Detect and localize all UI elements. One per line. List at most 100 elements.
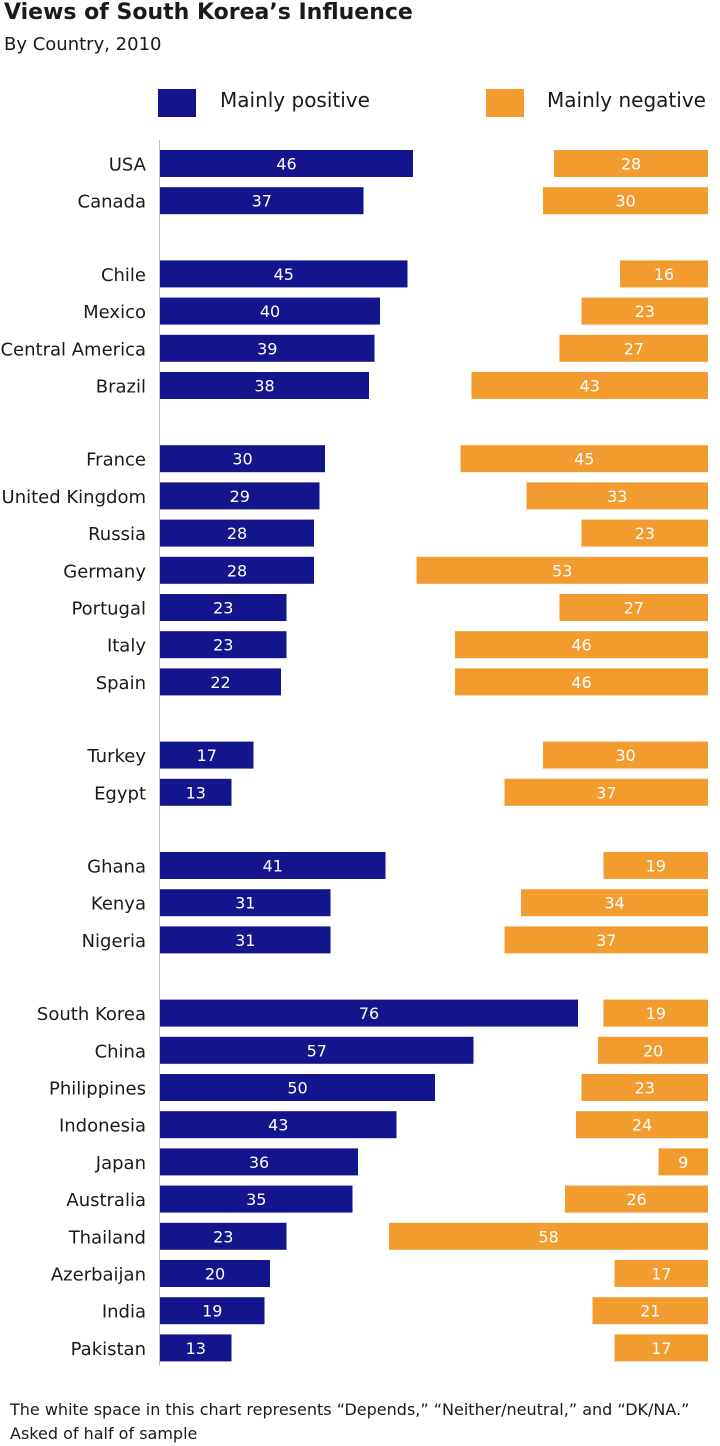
bar-positive-usa xyxy=(160,150,413,177)
bar-positive-nigeria xyxy=(160,926,331,954)
value-positive-france: 30 xyxy=(232,450,252,469)
value-negative-nigeria: 37 xyxy=(596,931,616,950)
value-positive-usa: 46 xyxy=(276,155,296,174)
value-negative-pakistan: 17 xyxy=(651,1339,671,1358)
country-label-united-kingdom: United Kingdom xyxy=(2,487,146,508)
value-positive-spain: 22 xyxy=(210,673,230,692)
bar-negative-azerbaijan xyxy=(614,1260,708,1287)
bar-negative-turkey xyxy=(543,741,708,769)
value-positive-kenya: 31 xyxy=(235,894,255,913)
value-negative-usa: 28 xyxy=(621,155,641,174)
bar-negative-brazil xyxy=(471,372,708,399)
value-positive-pakistan: 13 xyxy=(186,1339,206,1358)
bar-positive-spain xyxy=(160,668,281,696)
value-positive-indonesia: 43 xyxy=(268,1116,288,1135)
bar-negative-australia xyxy=(565,1185,708,1213)
bar-positive-japan xyxy=(160,1148,358,1176)
value-positive-nigeria: 31 xyxy=(235,931,255,950)
bar-negative-philippines xyxy=(581,1074,708,1101)
country-label-philippines: Philippines xyxy=(49,1079,146,1100)
value-negative-turkey: 30 xyxy=(615,746,635,765)
country-label-usa: USA xyxy=(109,155,147,176)
country-label-indonesia: Indonesia xyxy=(59,1116,146,1137)
bar-negative-ghana xyxy=(603,852,708,879)
bar-positive-portugal xyxy=(160,594,287,621)
value-negative-philippines: 23 xyxy=(635,1079,655,1098)
bar-positive-south-korea xyxy=(160,999,578,1027)
value-positive-australia: 35 xyxy=(246,1190,266,1209)
value-negative-india: 21 xyxy=(640,1302,660,1321)
bar-positive-russia xyxy=(160,519,314,547)
value-negative-canada: 30 xyxy=(615,192,635,211)
bar-negative-chile xyxy=(620,260,708,288)
bar-negative-russia xyxy=(581,519,708,547)
country-label-canada: Canada xyxy=(78,192,147,213)
bar-positive-chile xyxy=(160,260,408,288)
value-negative-brazil: 43 xyxy=(580,377,600,396)
value-negative-azerbaijan: 17 xyxy=(651,1265,671,1284)
country-label-italy: Italy xyxy=(107,636,146,657)
value-negative-france: 45 xyxy=(574,450,594,469)
country-label-nigeria: Nigeria xyxy=(82,931,146,952)
value-negative-egypt: 37 xyxy=(596,783,616,802)
country-label-mexico: Mexico xyxy=(83,302,146,323)
bar-positive-germany xyxy=(160,556,314,584)
value-positive-philippines: 50 xyxy=(287,1079,307,1098)
legend-swatch-negative xyxy=(486,89,524,117)
country-label-france: France xyxy=(86,450,146,471)
country-label-south-korea: South Korea xyxy=(37,1004,146,1025)
value-negative-kenya: 34 xyxy=(604,894,624,913)
value-negative-australia: 26 xyxy=(626,1190,646,1209)
bar-positive-mexico xyxy=(160,297,380,325)
country-label-spain: Spain xyxy=(96,673,146,694)
value-negative-spain: 46 xyxy=(571,673,591,692)
country-label-thailand: Thailand xyxy=(68,1227,146,1248)
footnote-white-space: The white space in this chart represents… xyxy=(10,1400,690,1419)
value-positive-italy: 23 xyxy=(213,636,233,655)
country-label-germany: Germany xyxy=(63,561,146,582)
bar-positive-thailand xyxy=(160,1222,287,1250)
bar-positive-pakistan xyxy=(160,1334,232,1362)
value-negative-thailand: 58 xyxy=(538,1227,558,1246)
bar-positive-united-kingdom xyxy=(160,482,320,510)
value-positive-united-kingdom: 29 xyxy=(230,487,250,506)
value-positive-china: 57 xyxy=(307,1041,327,1060)
country-label-japan: Japan xyxy=(95,1153,146,1174)
bar-positive-australia xyxy=(160,1185,353,1213)
value-negative-germany: 53 xyxy=(552,561,572,580)
legend-swatch-positive xyxy=(158,89,196,117)
bar-negative-canada xyxy=(543,187,708,215)
country-label-china: China xyxy=(95,1041,146,1062)
bar-positive-canada xyxy=(160,187,364,215)
value-negative-united-kingdom: 33 xyxy=(607,487,627,506)
bar-negative-south-korea xyxy=(603,999,708,1027)
value-negative-china: 20 xyxy=(643,1041,663,1060)
value-negative-chile: 16 xyxy=(654,265,674,284)
value-negative-portugal: 27 xyxy=(624,599,644,618)
bar-negative-italy xyxy=(455,631,708,659)
bar-negative-india xyxy=(592,1297,708,1325)
value-positive-thailand: 23 xyxy=(213,1227,233,1246)
bar-negative-united-kingdom xyxy=(526,482,708,510)
value-positive-egypt: 13 xyxy=(186,783,206,802)
country-label-chile: Chile xyxy=(101,265,146,286)
bar-negative-germany xyxy=(416,556,708,584)
value-positive-brazil: 38 xyxy=(254,377,274,396)
country-label-pakistan: Pakistan xyxy=(71,1339,146,1360)
country-label-egypt: Egypt xyxy=(94,783,146,804)
value-positive-india: 19 xyxy=(202,1302,222,1321)
bar-positive-turkey xyxy=(160,741,254,769)
bar-positive-azerbaijan xyxy=(160,1260,270,1287)
value-positive-azerbaijan: 20 xyxy=(205,1265,225,1284)
value-positive-portugal: 23 xyxy=(213,599,233,618)
bar-positive-kenya xyxy=(160,889,331,917)
value-positive-japan: 36 xyxy=(249,1153,269,1172)
bar-positive-indonesia xyxy=(160,1111,397,1139)
value-negative-central-america: 27 xyxy=(624,339,644,358)
country-label-portugal: Portugal xyxy=(71,599,146,620)
value-negative-japan: 9 xyxy=(678,1153,688,1172)
country-label-brazil: Brazil xyxy=(96,377,146,398)
bar-positive-india xyxy=(160,1297,265,1325)
bar-negative-central-america xyxy=(559,334,708,362)
